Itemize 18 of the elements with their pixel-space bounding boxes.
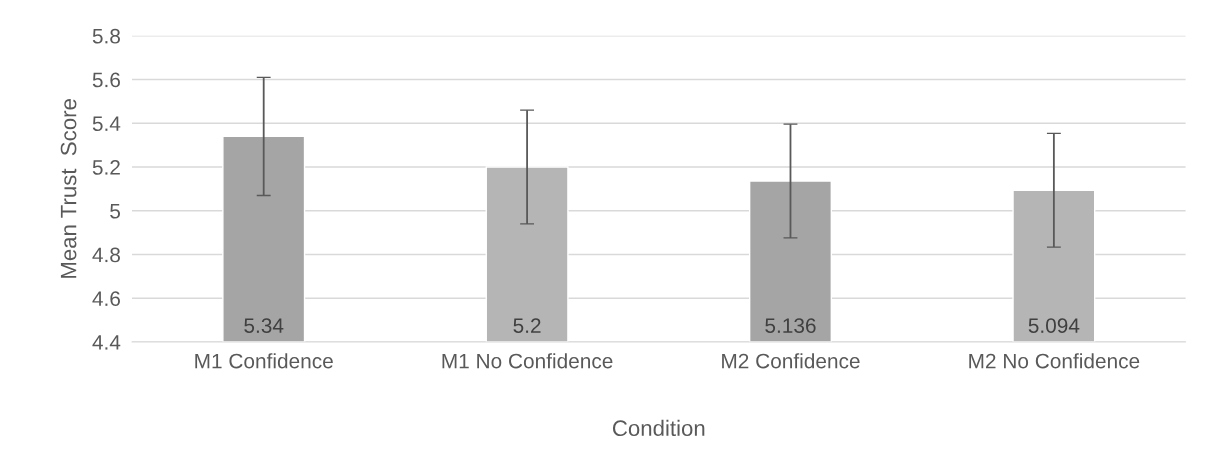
x-tick-label: M2 No Confidence [969, 353, 1140, 369]
data-label: 5.094 [1028, 318, 1080, 333]
y-axis-title: Mean Trust Score [60, 99, 77, 278]
data-label: 5.2 [513, 318, 541, 333]
x-tick-label: M1 Confidence [195, 353, 333, 369]
data-label: 5.136 [765, 318, 816, 333]
data-label: 5.34 [244, 318, 284, 333]
x-axis-title: Condition [612, 419, 705, 437]
x-tick-label: M1 No Confidence [442, 353, 613, 369]
y-tick-label: 5.4 [92, 116, 121, 132]
y-tick-label: 5.8 [92, 28, 120, 44]
y-tick-label: 5.2 [92, 160, 120, 175]
y-tick-label: 4.4 [92, 335, 121, 350]
y-tick-label: 4.6 [92, 291, 120, 307]
x-tick-label: M2 Confidence [722, 353, 860, 369]
y-tick-label: 5 [110, 203, 121, 219]
y-tick-label: 4.8 [92, 247, 120, 263]
y-tick-label: 5.6 [92, 72, 120, 88]
